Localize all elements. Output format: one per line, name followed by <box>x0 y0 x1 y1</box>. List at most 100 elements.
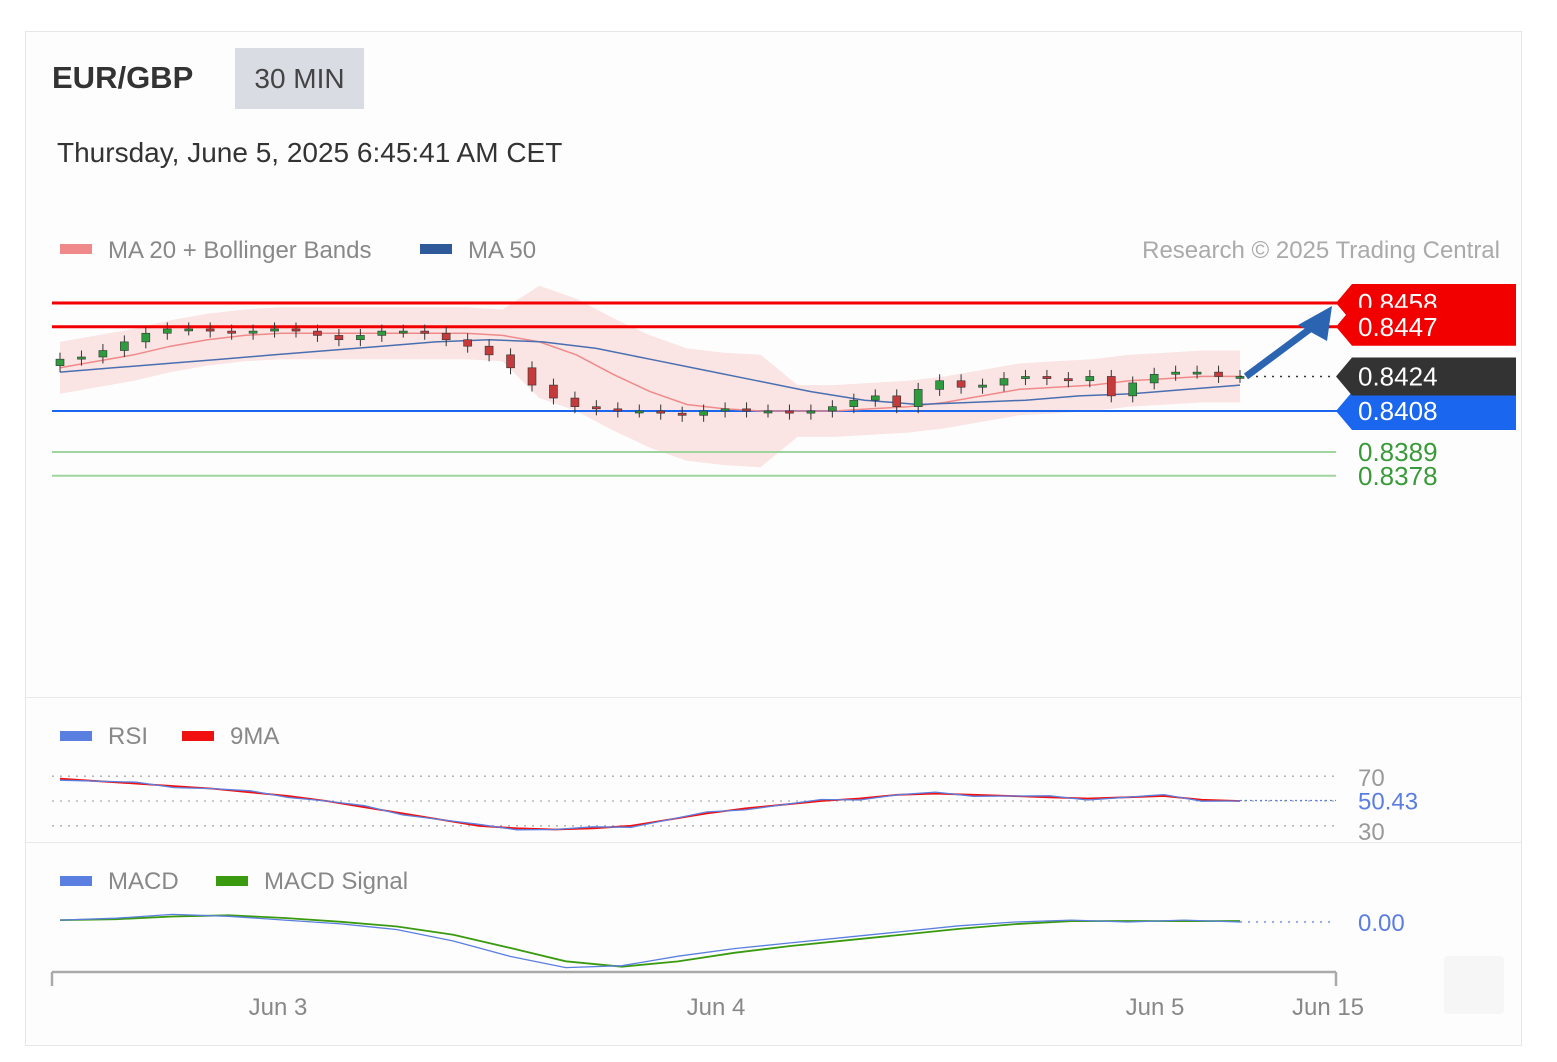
macd-value-label: 0.00 <box>1358 910 1405 937</box>
candle-body <box>1214 371 1223 377</box>
candle-body <box>248 330 258 334</box>
rsi-legend-swatch <box>60 731 92 741</box>
candle-body <box>77 356 86 360</box>
candle-body <box>763 410 773 414</box>
macd-signal-legend-label: MACD Signal <box>264 868 408 895</box>
x-tick-label: Jun 3 <box>249 994 308 1021</box>
candle-body <box>1106 376 1116 397</box>
candle-body <box>120 341 129 351</box>
ma20-legend-swatch <box>60 244 92 254</box>
ma50-line <box>59 338 1241 406</box>
rsi-ma-line <box>59 777 1241 831</box>
candle-body <box>849 399 859 407</box>
candle-body <box>1192 371 1202 375</box>
candle-body <box>334 335 344 341</box>
rsi-level-30: 30 <box>1358 819 1385 846</box>
resistance-label-box <box>1336 307 1516 346</box>
candle-body <box>699 410 708 416</box>
candle-body <box>484 345 494 356</box>
rsi-legend-label: RSI <box>108 723 148 750</box>
candle-body <box>356 335 365 341</box>
candle-body <box>527 367 537 386</box>
candle-body <box>1128 382 1138 397</box>
candle-body <box>270 328 279 332</box>
candle-body <box>184 328 194 332</box>
timeframe-badge[interactable]: 30 MIN <box>235 48 364 109</box>
current-price-box <box>1336 357 1516 396</box>
support-label: 0.8378 <box>1358 461 1438 491</box>
candle-body <box>549 384 558 399</box>
candle-body <box>1171 371 1180 375</box>
candle-body <box>377 330 387 336</box>
candle-body <box>892 395 902 407</box>
research-credit: Research © 2025 Trading Central <box>1142 237 1500 264</box>
forecast-arrowhead <box>1298 306 1332 341</box>
panel-divider <box>26 842 1521 843</box>
support-label: 0.8389 <box>1358 437 1438 467</box>
x-tick-label: Jun 5 <box>1126 994 1185 1021</box>
chart-card <box>25 31 1522 1046</box>
macd-signal-line <box>59 914 1241 968</box>
candle-body <box>162 328 172 334</box>
macd-line <box>59 913 1241 969</box>
candle-body <box>677 412 687 416</box>
macd-legend-swatch <box>60 876 92 886</box>
pivot-label: 0.8408 <box>1358 396 1438 426</box>
candle-body <box>1085 376 1095 382</box>
candle-body <box>656 410 666 414</box>
candle-body <box>205 328 215 332</box>
candle-body <box>956 380 966 388</box>
rsi-ma-legend-label: 9MA <box>230 723 279 750</box>
candle-body <box>227 330 236 334</box>
candle-body <box>1042 376 1052 379</box>
candle-body <box>785 410 794 414</box>
x-tick-label: Jun 4 <box>687 994 746 1021</box>
candle-body <box>398 330 408 334</box>
candle-body <box>742 408 751 412</box>
candle-body <box>1064 378 1073 382</box>
candle-body <box>141 332 151 343</box>
candle-body <box>570 397 580 407</box>
macd-signal-legend-swatch <box>216 876 248 886</box>
x-tick-label: Jun 15 <box>1292 994 1364 1021</box>
candle-body <box>592 406 601 410</box>
candle-body <box>978 384 987 388</box>
candle-body <box>441 332 451 341</box>
candle-body <box>720 408 730 412</box>
candle-body <box>828 406 837 412</box>
candle-body <box>55 358 65 366</box>
candle-body <box>313 330 322 336</box>
current-price-label: 0.8424 <box>1358 361 1438 391</box>
ma50-legend-swatch <box>420 244 452 254</box>
ma20-line <box>59 332 1240 412</box>
candle-body <box>935 380 944 390</box>
candle-body <box>999 378 1009 386</box>
timestamp: Thursday, June 5, 2025 6:45:41 AM CET <box>57 137 563 168</box>
resistance-label: 0.8447 <box>1358 312 1438 342</box>
panel-divider <box>26 697 1521 698</box>
scroll-to-end-button[interactable] <box>1444 956 1504 1014</box>
candle-body <box>463 339 472 347</box>
bollinger-band <box>60 285 1240 468</box>
candle-body <box>1021 376 1030 379</box>
candle-body <box>806 410 816 414</box>
candle-body <box>870 395 880 401</box>
rsi-value-label: 50.43 <box>1358 788 1418 815</box>
rsi-level-70: 70 <box>1358 765 1385 792</box>
macd-legend-label: MACD <box>108 868 179 895</box>
pair-title: EUR/GBP <box>52 60 194 95</box>
candle-body <box>634 410 644 414</box>
ma20-legend-label: MA 20 + Bollinger Bands <box>108 237 372 264</box>
candle-body <box>506 354 515 369</box>
rsi-line <box>59 779 1241 831</box>
pivot-label-box <box>1336 392 1516 430</box>
candle-body <box>913 389 923 407</box>
ma50-legend-label: MA 50 <box>468 237 536 264</box>
forecast-arrow-shaft <box>1243 320 1321 380</box>
candle-body <box>98 350 108 358</box>
rsi-ma-legend-swatch <box>182 731 214 741</box>
candle-body <box>420 330 430 334</box>
candle-body <box>1149 373 1159 384</box>
candle-body <box>291 328 301 332</box>
